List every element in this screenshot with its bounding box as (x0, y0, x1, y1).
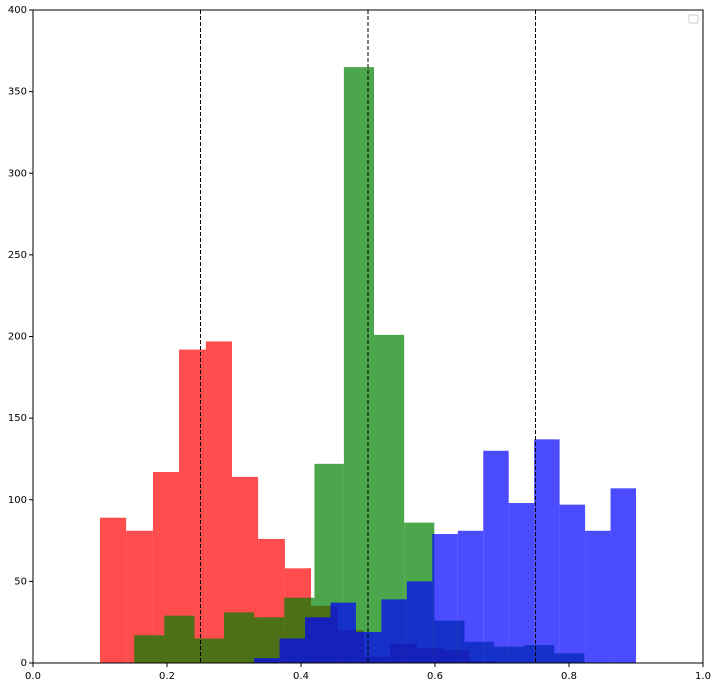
y-tick-label: 400 (8, 5, 27, 16)
histogram-bar (610, 488, 636, 663)
x-tick-label: 0.2 (159, 671, 175, 682)
histogram-bar (223, 612, 255, 663)
plot-area (100, 10, 636, 663)
histogram-bar (164, 615, 195, 663)
y-tick-label: 250 (8, 250, 27, 261)
histogram-bar (432, 534, 458, 663)
y-tick-label: 100 (8, 495, 27, 506)
histogram-bar (254, 658, 280, 663)
y-tick-label: 300 (8, 168, 27, 179)
y-tick-label: 200 (8, 332, 27, 343)
histogram-bar (179, 349, 206, 663)
histogram-bar (508, 503, 535, 663)
histogram-bar (343, 67, 375, 663)
histogram-bar (355, 631, 382, 663)
y-tick-label: 50 (14, 576, 27, 587)
histogram-bar (381, 599, 407, 663)
histogram-bar (134, 635, 165, 663)
histogram-bar (406, 581, 433, 663)
legend (688, 14, 699, 24)
x-tick-label: 0.6 (427, 671, 443, 682)
y-tick-label: 150 (8, 413, 27, 424)
x-tick-label: 0.0 (25, 671, 41, 682)
histogram-bar (100, 517, 127, 663)
histogram-bar (305, 617, 331, 663)
y-tick-label: 350 (8, 87, 27, 98)
histogram-bar (205, 341, 232, 663)
histogram-bar (330, 602, 356, 663)
histogram-bar (194, 638, 224, 663)
histogram-bar (534, 439, 560, 663)
histogram-bar (254, 617, 285, 663)
histogram-bar (457, 530, 484, 663)
x-tick-label: 0.8 (561, 671, 577, 682)
histogram-bar (279, 638, 306, 663)
histogram-bar (483, 450, 509, 663)
x-tick-label: 1.0 (695, 671, 711, 682)
histogram-bar (585, 530, 611, 663)
histogram-bar (559, 504, 586, 663)
x-tick-label: 0.4 (293, 671, 309, 682)
y-tick-label: 0 (21, 658, 27, 669)
